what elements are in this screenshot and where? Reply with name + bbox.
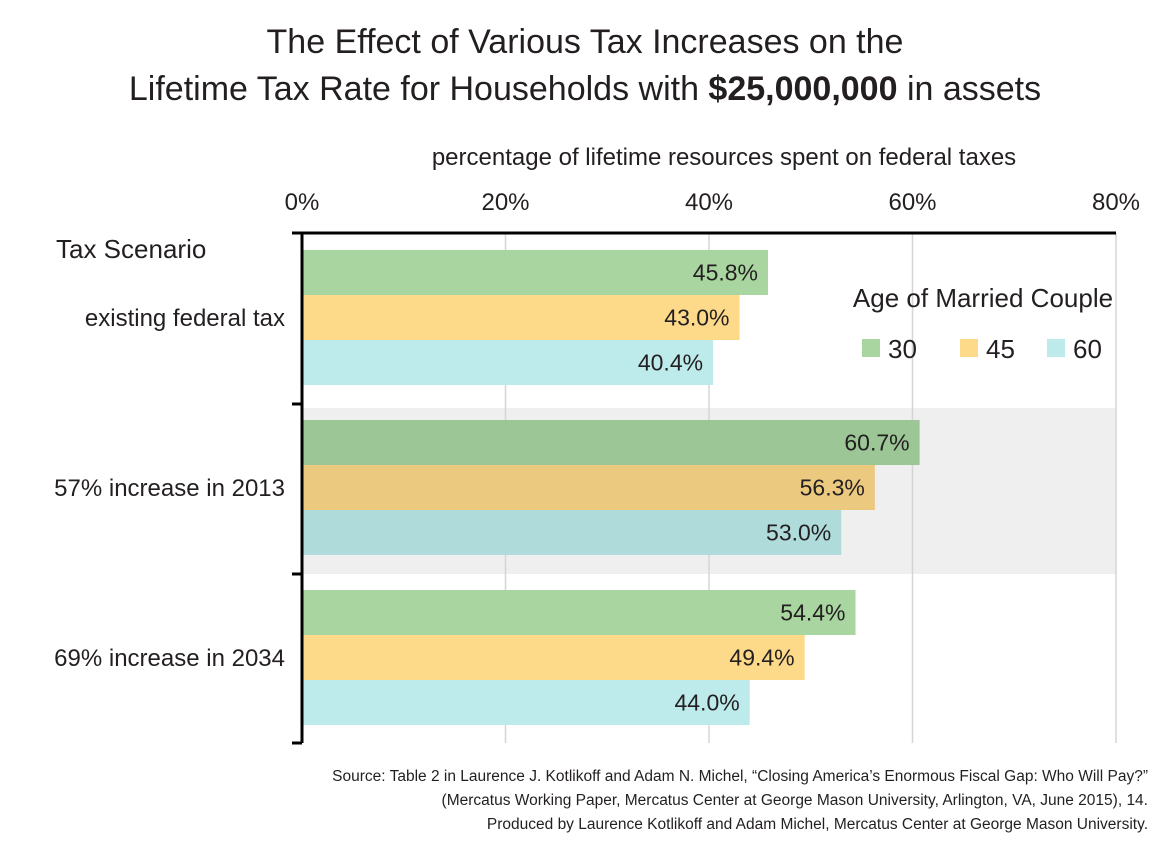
x-axis-title: percentage of lifetime resources spent o… xyxy=(432,144,1016,171)
data-label: 56.3% xyxy=(800,475,865,501)
legend-swatch xyxy=(862,339,880,357)
bar xyxy=(302,510,842,555)
legend-entry: 45 xyxy=(986,334,1015,364)
bar xyxy=(302,590,856,635)
legend-swatch xyxy=(960,339,978,357)
title-line-2-suffix: in assets xyxy=(897,70,1042,108)
source-line-2: (Mercatus Working Paper, Mercatus Center… xyxy=(441,792,1148,809)
bar xyxy=(302,420,920,465)
bar-layer xyxy=(302,250,920,725)
source-line-1: Source: Table 2 in Laurence J. Kotlikoff… xyxy=(332,768,1148,785)
data-label: 54.4% xyxy=(780,600,845,626)
label-layer: 0% 20% 40% 60% 80% percentage of lifetime res… xyxy=(54,144,1140,716)
x-tick-label: 40% xyxy=(685,189,733,216)
data-label: 45.8% xyxy=(693,260,758,286)
legend-entry: 60 xyxy=(1073,334,1102,364)
title-line-2: Lifetime Tax Rate for Households with $2… xyxy=(0,67,1170,111)
category-label: existing federal tax xyxy=(85,305,285,332)
x-tick-label: 60% xyxy=(888,189,936,216)
data-label: 40.4% xyxy=(638,350,703,376)
axis-layer xyxy=(292,231,1116,745)
legend-swatch xyxy=(1047,339,1065,357)
title-line-2-prefix: Lifetime Tax Rate for Households with xyxy=(128,70,709,108)
x-tick-label: 20% xyxy=(481,189,529,216)
x-tick-label: 80% xyxy=(1092,189,1140,216)
data-label: 60.7% xyxy=(844,430,909,456)
bar xyxy=(302,680,750,725)
bar xyxy=(302,635,805,680)
title-line-1: The Effect of Various Tax Increases on t… xyxy=(266,23,904,61)
title-asset-amount: $25,000,000 xyxy=(708,70,898,108)
category-label: 69% increase in 2034 xyxy=(54,645,285,672)
legend-entry: 30 xyxy=(888,334,917,364)
legend-title: Age of Married Couple xyxy=(853,283,1113,313)
bar xyxy=(302,295,740,340)
bar xyxy=(302,465,875,510)
y-axis-title: Tax Scenario xyxy=(56,234,206,264)
data-label: 49.4% xyxy=(729,645,794,671)
data-label: 43.0% xyxy=(664,305,729,331)
data-label: 44.0% xyxy=(674,690,739,716)
bar xyxy=(302,340,714,385)
category-label: 57% increase in 2013 xyxy=(54,475,285,502)
legend: Age of Married Couple 30 45 60 xyxy=(853,283,1113,364)
data-label: 53.0% xyxy=(766,520,831,546)
source-line-3: Produced by Laurence Kotlikoff and Adam … xyxy=(486,816,1148,833)
x-tick-label: 0% xyxy=(285,189,320,216)
bar xyxy=(302,250,769,295)
